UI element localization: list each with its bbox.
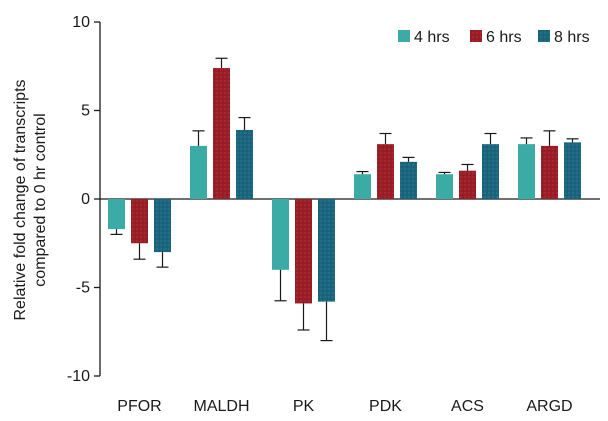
y-ticks: 10 5 0 -5 -10 (67, 14, 100, 385)
x-tick-label: ARGD (526, 398, 572, 415)
error-bar (215, 57, 228, 69)
error-bar (274, 269, 287, 302)
legend-swatch (470, 30, 482, 42)
error-bar (484, 132, 497, 145)
y-tick-label: -10 (67, 368, 90, 385)
error-bar (356, 170, 369, 175)
bar-pk-8-hrs (318, 199, 335, 302)
bar-acs-6-hrs (459, 170, 476, 199)
legend-swatch (398, 30, 410, 42)
error-bar (238, 116, 251, 130)
x-tick-labels: PFOR MALDH PK PDK ACS ARGD (117, 398, 572, 415)
bar-pdk-8-hrs (400, 161, 417, 199)
bar-argd-6-hrs (541, 145, 558, 199)
x-tick-label: PDK (369, 398, 402, 415)
x-tick-label: PFOR (117, 398, 161, 415)
legend-label: 8 hrs (554, 29, 590, 46)
bar-pdk-4-hrs (354, 174, 371, 199)
bar-pdk-6-hrs (377, 144, 394, 199)
legend-item: 8 hrs (538, 29, 590, 46)
bar-argd-4-hrs (518, 144, 535, 199)
y-tick-label: 5 (81, 103, 90, 120)
bar-pk-6-hrs (295, 199, 312, 304)
bar-pfor-8-hrs (154, 199, 171, 253)
error-bar (156, 252, 169, 268)
bar-maldh-8-hrs (236, 129, 253, 199)
x-tick-label: PK (293, 398, 315, 415)
error-bar (402, 156, 415, 162)
error-bar (110, 229, 123, 235)
bar-maldh-4-hrs (190, 145, 207, 199)
bar-maldh-6-hrs (213, 68, 230, 200)
legend-label: 4 hrs (414, 29, 450, 46)
legend-swatch (538, 30, 550, 42)
error-bar (297, 303, 310, 331)
legend-item: 4 hrs (398, 29, 450, 46)
legend: 4 hrs 6 hrs 8 hrs (398, 29, 590, 46)
y-tick-label: 10 (72, 14, 90, 31)
error-bar (438, 171, 451, 175)
error-bar (461, 163, 474, 171)
legend-label: 6 hrs (486, 29, 522, 46)
y-axis-title-line-1: Relative fold change of transcripts (12, 79, 29, 320)
y-tick-label: 0 (81, 191, 90, 208)
y-axis-title-line-2: compared to 0 hr control (32, 113, 49, 286)
bar-acs-4-hrs (436, 174, 453, 199)
bar-pk-4-hrs (272, 199, 289, 270)
error-bar (192, 130, 205, 146)
error-bar (543, 130, 556, 146)
bars (108, 68, 581, 304)
error-bar (133, 243, 146, 260)
y-axis-title: Relative fold change of transcripts comp… (12, 79, 49, 320)
bar-pfor-6-hrs (131, 199, 148, 244)
bar-argd-8-hrs (564, 142, 581, 199)
bar-acs-8-hrs (482, 144, 499, 199)
x-tick-label: MALDH (193, 398, 249, 415)
x-tick-label: ACS (451, 398, 484, 415)
legend-item: 6 hrs (470, 29, 522, 46)
bar-pfor-4-hrs (108, 199, 125, 230)
error-bar (520, 137, 533, 145)
y-tick-label: -5 (76, 280, 90, 297)
error-bars (110, 57, 579, 342)
error-bar (320, 301, 333, 342)
error-bar (379, 132, 392, 145)
error-bar (566, 138, 579, 143)
